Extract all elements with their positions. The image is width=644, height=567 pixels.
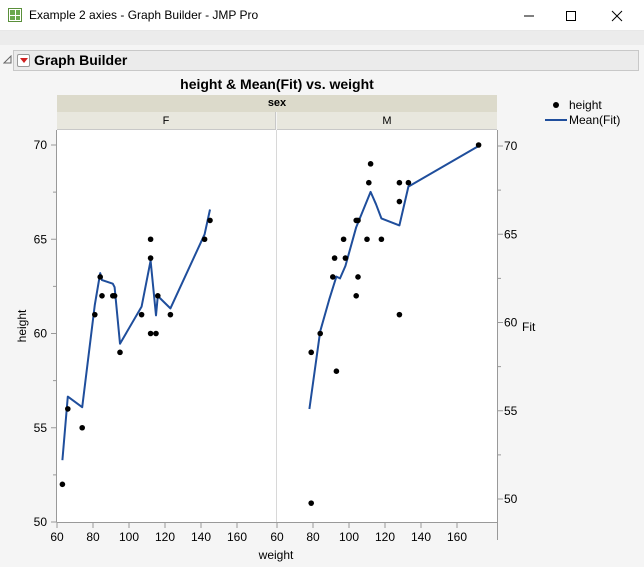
jmp-app-icon	[8, 8, 22, 22]
svg-text:160: 160	[227, 530, 247, 544]
close-button[interactable]	[594, 0, 640, 31]
svg-text:60: 60	[504, 316, 518, 330]
marker-dot-icon	[553, 101, 559, 108]
svg-text:120: 120	[155, 530, 175, 544]
legend-item-height[interactable]: height	[545, 97, 620, 112]
window-titlebar: Example 2 axies - Graph Builder - JMP Pr…	[0, 0, 644, 31]
svg-text:60: 60	[270, 530, 284, 544]
svg-text:60: 60	[34, 327, 48, 341]
maximize-button[interactable]	[548, 0, 594, 31]
svg-text:50: 50	[34, 515, 48, 529]
svg-text:65: 65	[34, 232, 48, 246]
axes-ticks: 50 55 60 65 70 50 55 60 65 70 60 80 100 120 140 160 60 80…	[34, 138, 518, 544]
legend: height Mean(Fit)	[545, 97, 620, 127]
plot-content	[59, 142, 482, 506]
window-title: Example 2 axies - Graph Builder - JMP Pr…	[29, 8, 259, 22]
svg-text:140: 140	[191, 530, 211, 544]
svg-text:160: 160	[447, 530, 467, 544]
svg-text:100: 100	[339, 530, 359, 544]
red-triangle-menu-icon[interactable]	[17, 54, 30, 67]
svg-text:80: 80	[306, 530, 320, 544]
chart-title: height & Mean(Fit) vs. weight	[180, 76, 374, 92]
svg-text:55: 55	[34, 421, 48, 435]
svg-text:70: 70	[504, 139, 518, 153]
svg-text:70: 70	[34, 138, 48, 152]
maximize-icon	[566, 10, 576, 21]
plot-frame-m	[277, 130, 497, 522]
triangle-disclosure-icon[interactable]	[3, 55, 12, 64]
outline-title: Graph Builder	[34, 52, 128, 68]
y-axis-label: height	[15, 309, 29, 342]
legend-item-mean-fit[interactable]: Mean(Fit)	[545, 112, 620, 127]
x-axis-label: weight	[258, 548, 294, 562]
panel-header-m: M	[277, 112, 497, 130]
plot-frame-f	[57, 130, 276, 522]
svg-text:100: 100	[119, 530, 139, 544]
panel-header-f: F	[57, 112, 276, 130]
group-header-sex[interactable]: sex	[57, 95, 497, 112]
legend-label: height	[569, 97, 602, 112]
legend-label: Mean(Fit)	[569, 112, 621, 127]
minimize-button[interactable]	[506, 0, 552, 31]
y2-axis-label: Fit	[522, 320, 536, 334]
svg-text:65: 65	[504, 227, 518, 241]
close-icon	[611, 10, 623, 21]
svg-text:80: 80	[86, 530, 100, 544]
svg-text:60: 60	[50, 530, 64, 544]
svg-text:140: 140	[411, 530, 431, 544]
outline-box-header	[13, 50, 639, 71]
line-swatch-icon	[545, 118, 567, 121]
svg-text:120: 120	[375, 530, 395, 544]
svg-text:55: 55	[504, 404, 518, 418]
hidden-menu-bar[interactable]: • • •	[0, 31, 644, 75]
minimize-icon	[524, 15, 534, 16]
svg-text:50: 50	[504, 492, 518, 506]
